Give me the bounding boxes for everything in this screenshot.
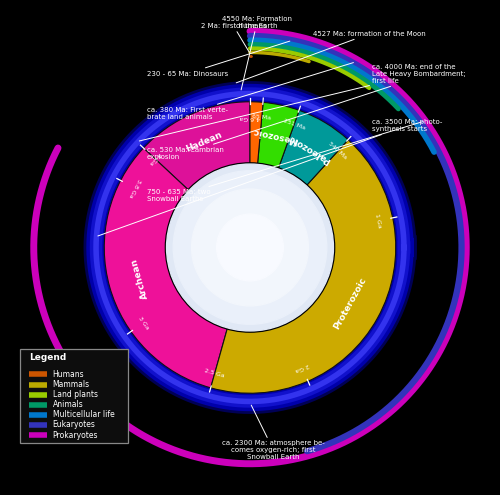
Text: 4550 Ma: Formation
of the Earth: 4550 Ma: Formation of the Earth bbox=[222, 16, 292, 90]
Circle shape bbox=[166, 163, 334, 332]
Text: Multicellular life: Multicellular life bbox=[52, 410, 114, 419]
Text: 3.8 Ga: 3.8 Ga bbox=[127, 177, 141, 198]
Wedge shape bbox=[104, 148, 228, 388]
Text: Proterozoic: Proterozoic bbox=[332, 275, 368, 331]
Text: Archean: Archean bbox=[130, 257, 150, 300]
Text: 4527 Ma: formation of the Moon: 4527 Ma: formation of the Moon bbox=[236, 31, 426, 83]
Text: 4 Ga: 4 Ga bbox=[148, 151, 162, 165]
Text: ca. 2300 Ma: atmosphere be-
comes oxygen-rich; first
Snowball Earth: ca. 2300 Ma: atmosphere be- comes oxygen… bbox=[222, 405, 325, 460]
Text: 3 Ga: 3 Ga bbox=[137, 315, 149, 330]
Text: ca. 4000 Ma: end of the
Late Heavy Bombardment;
first life: ca. 4000 Ma: end of the Late Heavy Bomba… bbox=[140, 63, 466, 141]
Text: ca. 530 Ma: Cambrian
explosion: ca. 530 Ma: Cambrian explosion bbox=[146, 86, 390, 160]
Text: 1 Ga: 1 Ga bbox=[374, 213, 382, 229]
Text: 2 Ga: 2 Ga bbox=[294, 362, 310, 372]
Circle shape bbox=[173, 171, 327, 324]
Text: 65 Ma: 65 Ma bbox=[252, 114, 272, 121]
Wedge shape bbox=[144, 102, 250, 191]
Circle shape bbox=[216, 214, 284, 281]
Text: Hadean: Hadean bbox=[184, 131, 224, 154]
Wedge shape bbox=[250, 102, 263, 164]
Wedge shape bbox=[210, 140, 396, 393]
Text: ca. 380 Ma: First verte-
brate land animals: ca. 380 Ma: First verte- brate land anim… bbox=[146, 62, 354, 120]
Text: Legend: Legend bbox=[29, 353, 66, 362]
Circle shape bbox=[192, 189, 308, 306]
Circle shape bbox=[166, 164, 334, 331]
Text: ca. 3500 Ma: photo-
synthesis starts: ca. 3500 Ma: photo- synthesis starts bbox=[98, 119, 442, 236]
Wedge shape bbox=[258, 102, 299, 169]
Text: Land plants: Land plants bbox=[52, 390, 98, 399]
Text: 2.5 Ga: 2.5 Ga bbox=[204, 368, 226, 378]
Text: Mammals: Mammals bbox=[52, 380, 90, 389]
Text: Paleozoic: Paleozoic bbox=[286, 133, 332, 165]
Text: Mesozoic: Mesozoic bbox=[251, 126, 298, 145]
FancyBboxPatch shape bbox=[20, 348, 128, 443]
Text: 230 - 65 Ma: Dinosaurs: 230 - 65 Ma: Dinosaurs bbox=[146, 41, 290, 77]
Text: 540 Ma: 540 Ma bbox=[328, 142, 348, 160]
Text: Eukaryotes: Eukaryotes bbox=[52, 420, 96, 430]
Text: 750 - 635 Ma: two
Snowball Earths: 750 - 635 Ma: two Snowball Earths bbox=[146, 122, 422, 202]
Wedge shape bbox=[278, 110, 348, 186]
Text: Animals: Animals bbox=[52, 400, 84, 409]
Text: Humans: Humans bbox=[52, 370, 84, 379]
Text: 2 Ma: first humans: 2 Ma: first humans bbox=[200, 23, 266, 52]
Text: Prokaryotes: Prokaryotes bbox=[52, 431, 98, 440]
Text: 251 Ma: 251 Ma bbox=[282, 118, 306, 131]
Text: 4.6 Ga: 4.6 Ga bbox=[240, 114, 260, 120]
